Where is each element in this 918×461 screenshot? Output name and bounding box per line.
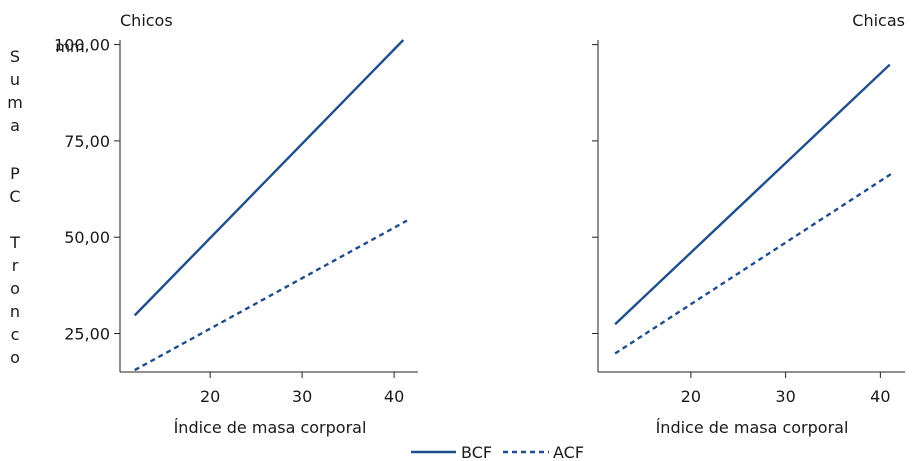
x-tick-label: 20 [681, 387, 701, 406]
y-tick-label: 100,00 [54, 36, 110, 55]
legend-label-bcf: BCF [461, 443, 492, 461]
series-line-bcf [133, 39, 405, 317]
y-axis-label-letter: u [10, 70, 20, 89]
x-tick-label: 30 [292, 387, 312, 406]
series-line-acf [134, 219, 408, 372]
x-tick-label: 40 [384, 387, 404, 406]
y-axis-label-letter: o [10, 348, 20, 367]
x-tick-label: 20 [200, 387, 220, 406]
y-axis-label-letter: P [10, 164, 20, 183]
x-axis-label: Índice de masa corporal [656, 418, 849, 437]
y-tick-label: 75,00 [64, 132, 110, 151]
y-axis-label-letter: T [9, 233, 20, 252]
y-tick-label: 50,00 [64, 228, 110, 247]
y-axis-label-letter: m [7, 93, 23, 112]
y-axis-label-letter: r [12, 256, 19, 275]
y-tick-label: 25,00 [64, 324, 110, 343]
y-axis-label-letter: c [11, 325, 20, 344]
y-axis-label-letter: a [10, 116, 20, 135]
x-tick-label: 40 [870, 387, 890, 406]
y-axis-unit: mm [55, 38, 84, 56]
y-axis-label-letter: C [9, 187, 20, 206]
y-axis-label-letter: o [10, 279, 20, 298]
legend-label-acf: ACF [553, 443, 584, 461]
series-line-bcf [614, 63, 891, 326]
panel-title: Chicas [852, 11, 905, 30]
x-tick-label: 30 [775, 387, 795, 406]
x-axis-label: Índice de masa corporal [174, 418, 367, 437]
panel-title: Chicos [120, 11, 173, 30]
y-axis-label-letter: n [10, 302, 20, 321]
y-axis-label-letter: S [10, 47, 20, 66]
series-line-acf [614, 172, 893, 355]
